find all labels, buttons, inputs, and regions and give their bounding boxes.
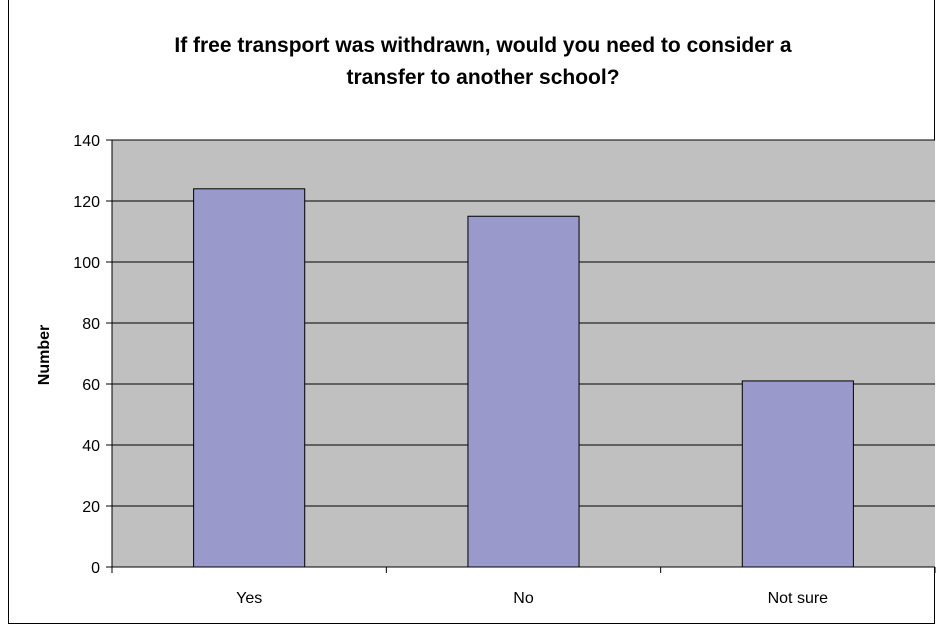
x-tick-label: Not sure [768,590,829,607]
bar-no [467,215,580,568]
bar-yes [193,188,306,568]
chart-title-line-1: If free transport was withdrawn, would y… [174,34,792,57]
bars [193,188,854,568]
axes: 0 20 40 60 80 100 120 140 Yes No Not sure [73,133,936,607]
y-tick-label: 40 [82,438,100,455]
x-tick-label: No [513,590,534,607]
y-tick-label: 140 [73,133,100,150]
bar-not-sure [741,380,854,568]
y-axis-label: Number [36,325,53,385]
x-tick-label: Yes [236,590,262,607]
y-tick-label: 120 [73,194,100,211]
y-tick-label: 80 [82,316,100,333]
y-tick-label: 60 [82,377,100,394]
chart-title-line-2: transfer to another school? [346,66,619,89]
y-tick-label: 20 [82,499,100,516]
y-tick-label: 0 [91,560,100,577]
y-tick-label: 100 [73,255,100,272]
